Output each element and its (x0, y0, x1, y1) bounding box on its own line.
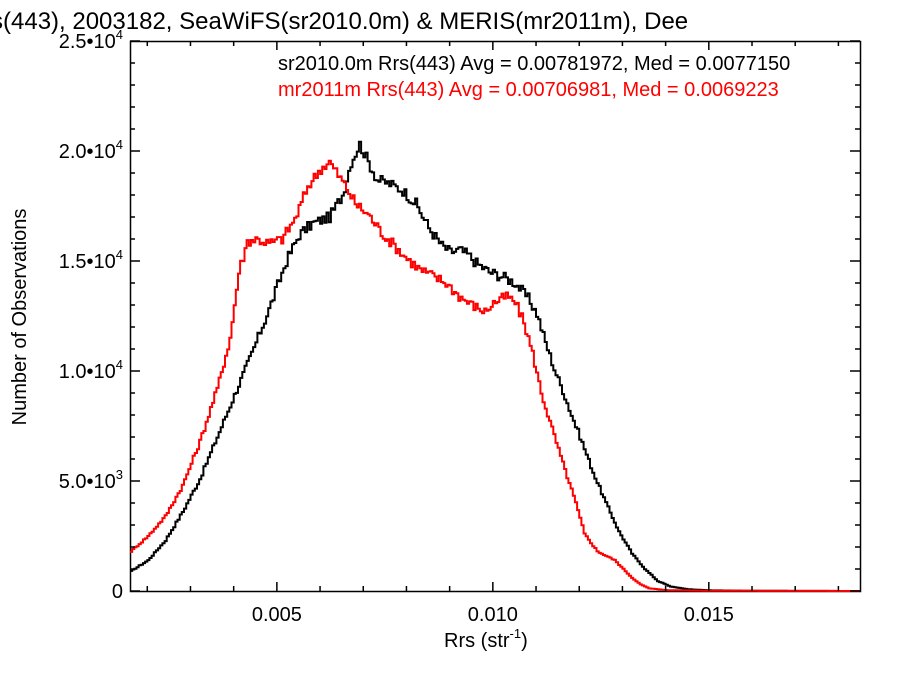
plot-axes (129, 40, 862, 593)
y-tick-mantissa: 1.0•10 (59, 361, 116, 383)
y-tick-mantissa: 1.5•10 (59, 251, 116, 273)
y-tick-label: 5.0•103 (59, 467, 123, 493)
y-tick-exponent: 4 (116, 137, 123, 152)
y-tick-label: 1.0•104 (59, 357, 123, 383)
x-tick-label: 0.015 (684, 604, 734, 626)
legend-entry-mr2011: mr2011m Rrs(443) Avg = 0.00706981, Med =… (278, 79, 779, 101)
x-tick-label: 0.005 (252, 604, 302, 626)
y-tick-mantissa: 5.0•10 (59, 471, 116, 493)
y-tick-mantissa: 2.0•10 (59, 141, 116, 163)
x-axis-title-exponent: -1 (510, 626, 522, 641)
chart-title: s(443), 2003182, SeaWiFS(sr2010.0m) & ME… (0, 8, 688, 35)
y-tick-label: 0 (112, 581, 123, 603)
x-axis-title: Rrs (str-1) (444, 626, 528, 652)
plot-frame (129, 40, 862, 593)
x-axis-title-text: Rrs (str (444, 630, 510, 652)
y-tick-exponent: 4 (116, 27, 123, 42)
y-tick-label: 2.5•104 (59, 27, 123, 53)
x-axis-ticks: 0.005 0.010 0.015 (146, 41, 840, 626)
y-tick-label: 1.5•104 (59, 247, 123, 273)
x-tick-label: 0.010 (468, 604, 518, 626)
y-tick-mantissa: 0 (112, 581, 123, 603)
series-line-1 (130, 140, 860, 592)
y-tick-exponent: 4 (116, 247, 123, 262)
y-tick-exponent: 3 (116, 467, 123, 482)
y-axis-title: Number of Observations (9, 209, 31, 426)
y-tick-label: 2.0•104 (59, 137, 123, 163)
x-axis-title-close: ) (521, 630, 528, 652)
y-tick-exponent: 4 (116, 357, 123, 372)
y-tick-mantissa: 2.5•10 (59, 31, 116, 53)
legend-entry-sr2010: sr2010.0m Rrs(443) Avg = 0.00781972, Med… (278, 53, 790, 75)
